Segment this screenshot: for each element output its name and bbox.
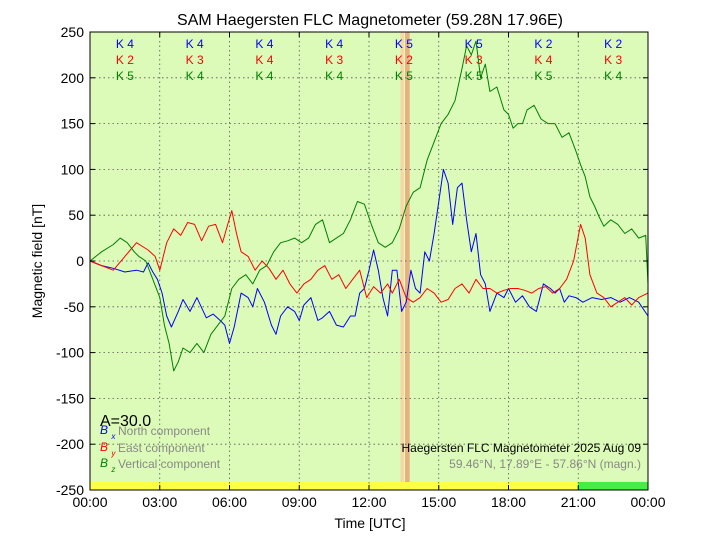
x-tick-label-2: 06:00 bbox=[212, 494, 247, 510]
legend-symbol-vertical-subscript: z bbox=[110, 465, 115, 474]
legend-symbol-north-subscript: x bbox=[110, 432, 116, 441]
y-tick-label-1: -200 bbox=[56, 436, 84, 452]
series-line-east-component bbox=[89, 210, 649, 308]
k-index-z-0: K 5 bbox=[116, 69, 134, 83]
y-tick-label-10: 250 bbox=[61, 24, 85, 40]
y-tick-label-4: -50 bbox=[64, 299, 84, 315]
station-info-line1: Haegersten FLC Magnetometer 2025 Aug 09 bbox=[402, 441, 642, 455]
y-tick-label-3: -100 bbox=[56, 345, 84, 361]
k-index-z-2: K 4 bbox=[255, 69, 273, 83]
disturbance-band-1 bbox=[405, 32, 410, 490]
legend: B x North component B y East component B… bbox=[100, 423, 221, 474]
legend-label-vertical: Vertical component bbox=[118, 457, 221, 471]
disturbance-band-0 bbox=[400, 32, 404, 490]
status-segment-0 bbox=[90, 482, 579, 490]
grid-lines bbox=[90, 32, 648, 490]
legend-symbol-north: B x bbox=[100, 423, 116, 441]
disturbance-bands bbox=[400, 32, 410, 490]
k-indices: K 4 K 2 K 5 K 4 K 3 K 4 K 4 K 4 K 4 K 4 K 3 K 4 K 5 K… bbox=[116, 37, 623, 83]
k-index-y-0: K 2 bbox=[116, 53, 134, 67]
y-tick-label-2: -150 bbox=[56, 390, 84, 406]
k-index-y-2: K 4 bbox=[255, 53, 273, 67]
series-lines bbox=[89, 40, 649, 372]
y-tick-label-6: 50 bbox=[68, 207, 84, 223]
k-index-y-7: K 3 bbox=[604, 53, 622, 67]
legend-label-north: North component bbox=[118, 424, 211, 438]
a-index-label: A=30.0 bbox=[100, 413, 151, 430]
y-axis-label: Magnetic field [nT] bbox=[29, 204, 45, 318]
station-info-line2: 59.46°N, 17.89°E - 57.86°N (magn.) bbox=[449, 457, 641, 471]
k-index-y-3: K 3 bbox=[325, 53, 343, 67]
y-tick-label-8: 150 bbox=[61, 116, 85, 132]
legend-symbol-vertical: B z bbox=[100, 456, 115, 474]
k-index-x-0: K 4 bbox=[116, 37, 134, 51]
y-tick-label-7: 100 bbox=[61, 161, 85, 177]
chart-title: SAM Haegersten FLC Magnetometer (59.28N … bbox=[177, 12, 563, 29]
x-tick-label-1: 03:00 bbox=[142, 494, 177, 510]
k-index-y-4: K 2 bbox=[395, 53, 413, 67]
y-tick-label-5: 0 bbox=[76, 253, 84, 269]
k-index-x-3: K 4 bbox=[325, 37, 343, 51]
series-line-north-component bbox=[89, 168, 649, 344]
x-tick-label-4: 12:00 bbox=[351, 494, 386, 510]
k-index-x-7: K 2 bbox=[604, 37, 622, 51]
k-index-y-1: K 3 bbox=[186, 53, 204, 67]
legend-label-east: East component bbox=[118, 441, 205, 455]
k-index-x-6: K 2 bbox=[534, 37, 552, 51]
legend-symbol-north-text: B bbox=[100, 423, 108, 437]
k-index-z-3: K 4 bbox=[325, 69, 343, 83]
x-tick-label-5: 15:00 bbox=[421, 494, 456, 510]
k-index-z-5: K 5 bbox=[465, 69, 483, 83]
status-bar bbox=[90, 482, 648, 490]
x-tick-label-0: 00:00 bbox=[72, 494, 107, 510]
x-tick-label-8: 00:00 bbox=[630, 494, 665, 510]
y-tick-label-0: -250 bbox=[56, 482, 84, 498]
k-index-z-1: K 4 bbox=[186, 69, 204, 83]
legend-symbol-east-text: B bbox=[100, 440, 108, 454]
x-tick-label-3: 09:00 bbox=[282, 494, 317, 510]
series-line-vertical-component bbox=[89, 40, 649, 372]
status-segment-1 bbox=[578, 482, 648, 490]
k-index-x-1: K 4 bbox=[186, 37, 204, 51]
k-index-x-2: K 4 bbox=[255, 37, 273, 51]
axis-ticks: 00:00 03:00 06:00 09:00 12:00 15:00 18:00 21:00… bbox=[56, 24, 666, 510]
legend-symbol-east: B y bbox=[100, 440, 116, 458]
x-axis-label: Time [UTC] bbox=[334, 515, 405, 531]
legend-symbol-east-subscript: y bbox=[110, 449, 116, 458]
x-tick-label-6: 18:00 bbox=[491, 494, 526, 510]
x-tick-label-7: 21:00 bbox=[561, 494, 596, 510]
k-index-z-6: K 5 bbox=[534, 69, 552, 83]
legend-symbol-vertical-text: B bbox=[100, 456, 108, 470]
k-index-z-7: K 4 bbox=[604, 69, 622, 83]
k-index-x-4: K 5 bbox=[395, 37, 413, 51]
y-tick-label-9: 200 bbox=[61, 70, 85, 86]
k-index-y-6: K 4 bbox=[534, 53, 552, 67]
k-index-z-4: K 5 bbox=[395, 69, 413, 83]
k-index-x-5: K 5 bbox=[465, 37, 483, 51]
k-index-y-5: K 3 bbox=[465, 53, 483, 67]
